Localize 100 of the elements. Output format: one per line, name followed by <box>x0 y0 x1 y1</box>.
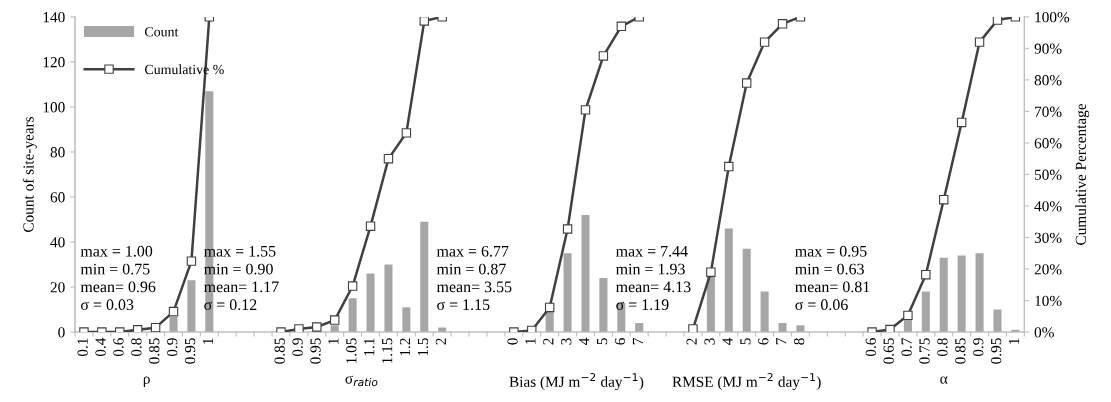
point <box>562 224 573 234</box>
bar <box>420 221 429 333</box>
x-tick-label: 1 <box>1008 338 1020 344</box>
point <box>885 324 895 333</box>
x-tick-label: 3 <box>704 338 715 345</box>
y2-tick-label: 30% <box>1034 232 1062 243</box>
x-tick-label: 2 <box>435 338 446 345</box>
x-tick-label: 0.8 <box>937 338 948 357</box>
point <box>974 37 985 47</box>
bar <box>957 255 966 333</box>
x-tick-label: 0.85 <box>955 338 966 364</box>
bar <box>599 278 608 333</box>
point <box>329 315 340 325</box>
x-tick-label: 1 <box>525 338 536 344</box>
y-tick-label: 80 <box>50 147 65 158</box>
point <box>150 322 161 333</box>
x-tick-label: 1.15 <box>382 338 393 363</box>
x-tick-label: 7 <box>776 338 787 345</box>
x-tick-label: 0.75 <box>919 338 930 364</box>
point <box>580 105 591 115</box>
x-tick-label: 0.85 <box>149 338 160 364</box>
annotation: max = 0.95 min = 0.63 mean= 0.81 σ = 0.06 <box>795 245 870 311</box>
point <box>777 19 788 29</box>
y-axis-title: Count of site-years <box>22 116 37 232</box>
bar <box>975 253 984 333</box>
x-tick-label: 0.6 <box>113 338 124 357</box>
y2-tick-label: 100% <box>1035 12 1070 23</box>
x-tick-label: 0.9 <box>292 338 303 357</box>
x-tick-label: 0.4 <box>95 337 106 357</box>
point <box>383 153 394 164</box>
x-tick-label: 5 <box>597 338 608 345</box>
bar <box>993 309 1002 333</box>
x-tick-label: 2 <box>543 338 554 345</box>
x-tick-label: 0.85 <box>274 338 285 364</box>
x-tick-label: 0.65 <box>883 338 894 364</box>
y2-tick-label: 0% <box>1034 327 1054 338</box>
point <box>903 310 913 321</box>
y2-tick-label: 60% <box>1034 138 1062 149</box>
x-tick-label: 5 <box>740 338 751 345</box>
legend-label: Count <box>145 27 179 37</box>
annotation: max = 1.55 min = 0.90 mean= 1.17 σ = 0.12 <box>203 245 279 311</box>
x-tick-label: 1.2 <box>399 338 411 356</box>
x-tick-label: 0 <box>507 338 518 345</box>
point <box>921 269 931 280</box>
x-tick-label: 1 <box>202 338 214 344</box>
x-tick-label: 6 <box>758 338 769 345</box>
x-tick-label: 0.1 <box>77 338 88 357</box>
y-tick-label: 100 <box>43 102 65 113</box>
bar <box>169 316 178 333</box>
x-tick-label: 2 <box>686 338 697 345</box>
y2-tick-label: 70% <box>1035 106 1062 117</box>
point <box>741 78 752 88</box>
x-tick-label: 3 <box>561 338 572 345</box>
annotation: max = 7.44 min = 1.93 mean= 4.13 σ = 1.19 <box>615 245 691 311</box>
x-tick-label: 0.8 <box>131 338 142 357</box>
text: Bias (MJ m$^{−2}$ day$^{−1}$) <box>509 373 644 391</box>
y2-tick-label: 20% <box>1034 264 1062 275</box>
point <box>724 161 734 172</box>
point <box>294 324 304 333</box>
x-tick-label: 1.1 <box>364 338 375 356</box>
point <box>347 281 358 291</box>
point <box>706 267 716 277</box>
bar <box>402 307 411 333</box>
x-tick-label: 8 <box>793 338 805 345</box>
x-tick-label: 0.6 <box>865 338 876 357</box>
y-tick-label: 120 <box>43 57 65 68</box>
x-tick-label: 0.9 <box>167 338 178 357</box>
x-tick-label: 4 <box>579 337 590 345</box>
bar <box>724 228 733 333</box>
point <box>544 302 555 313</box>
text: σ$_{ratio}$ <box>345 375 378 387</box>
bar <box>384 264 393 333</box>
point <box>401 128 412 138</box>
point <box>419 16 430 26</box>
point <box>688 324 698 333</box>
point <box>616 21 627 32</box>
point <box>186 256 197 266</box>
x-tick-label: 0.95 <box>310 338 321 364</box>
bar <box>366 273 375 333</box>
x-tick-label: 1.5 <box>417 338 429 356</box>
x-tick-label: 6 <box>614 338 626 345</box>
x-tick-label: 0.95 <box>990 338 1002 364</box>
y2-tick-label: 50% <box>1034 169 1062 180</box>
point <box>365 221 376 231</box>
point <box>759 37 770 47</box>
bar <box>545 311 554 333</box>
y-tick-label: 140 <box>43 12 65 23</box>
text: ρ <box>143 376 150 387</box>
bar <box>760 291 769 333</box>
point <box>598 51 609 61</box>
x-tick-label: 0.9 <box>973 338 984 357</box>
y2-tick-label: 80% <box>1034 75 1062 86</box>
bar <box>778 323 787 333</box>
annotation: max = 1.00 min = 0.75 mean= 0.96 σ = 0.03 <box>80 245 156 311</box>
y2-axis-title: Cumulative Percentage <box>1075 103 1090 245</box>
bar <box>742 248 751 333</box>
point <box>312 322 322 332</box>
x-tick-label: 1 <box>328 338 339 344</box>
point <box>992 16 1003 25</box>
annotation: max = 6.77 min = 0.87 mean= 3.55 σ = 1.15 <box>436 245 512 311</box>
